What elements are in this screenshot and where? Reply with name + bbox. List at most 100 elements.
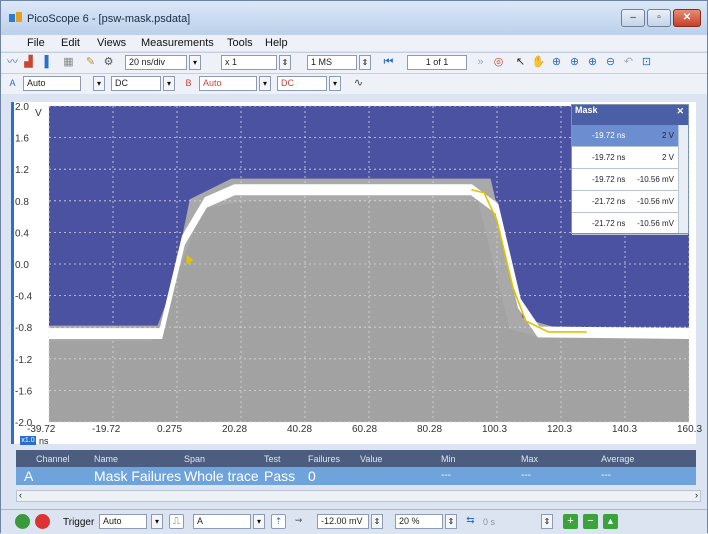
start-icon[interactable] <box>15 514 30 529</box>
menu-tools[interactable]: Tools <box>227 37 253 49</box>
samples-spinner-icon[interactable]: ⇕ <box>359 55 371 70</box>
zoom-in-icon[interactable]: ⊕ <box>551 56 562 68</box>
header-failures[interactable]: Failures <box>308 454 341 464</box>
mask-row-time: -21.72 ns <box>592 197 626 206</box>
menu-help[interactable]: Help <box>265 37 288 49</box>
scroll-left-icon[interactable]: ‹ <box>19 490 22 500</box>
x-zoom-badge[interactable]: x1.0 <box>20 436 36 445</box>
row-max: --- <box>521 470 531 481</box>
multiplier-spinner-icon[interactable]: ⇕ <box>279 55 291 70</box>
trigger-mode-dropdown-icon[interactable]: ▾ <box>151 514 163 529</box>
header-span[interactable]: Span <box>184 454 206 464</box>
x-tick-label: 40.28 <box>287 424 313 435</box>
channel-a-coupling-select[interactable]: DC <box>111 76 161 91</box>
menu-edit[interactable]: Edit <box>61 37 80 49</box>
delay-value: 0 s <box>483 517 496 527</box>
rising-edge-icon[interactable]: ⎍ <box>169 514 184 529</box>
timebase-dropdown-icon[interactable]: ▾ <box>189 55 201 70</box>
header-channel[interactable]: Channel <box>36 454 70 464</box>
persistence-mode-icon[interactable]: ▟ <box>24 56 33 68</box>
mask-row[interactable]: -19.72 ns 2 V <box>572 125 688 147</box>
mask-row[interactable]: -19.72 ns 2 V <box>572 147 688 169</box>
multiplier-select[interactable]: x 1 <box>221 55 277 70</box>
pre-trigger-spinner-icon[interactable]: ⇕ <box>445 514 457 529</box>
mask-row[interactable]: -21.72 ns -10.56 mV <box>572 213 688 235</box>
header-value[interactable]: Value <box>360 454 383 464</box>
minimize-button[interactable]: – <box>621 9 645 27</box>
scope-mode-icon[interactable]: 〰 <box>7 56 18 68</box>
pre-trigger-input[interactable]: 20 % <box>395 514 443 529</box>
trigger-mode-select[interactable]: Auto <box>99 514 147 529</box>
zoom-to-fit-icon[interactable]: ⊡ <box>641 56 652 68</box>
scroll-right-icon[interactable]: › <box>695 490 698 500</box>
first-page-icon[interactable]: ⏮ <box>383 56 394 68</box>
header-average[interactable]: Average <box>601 454 635 464</box>
zoom-in-y-icon[interactable]: ⊕ <box>587 56 598 68</box>
zoom-out-icon[interactable]: ⊖ <box>605 56 616 68</box>
delay-spinner-icon[interactable]: ⇕ <box>541 514 553 529</box>
trigger-channel-select[interactable]: A <box>193 514 251 529</box>
advanced-trigger-icon[interactable]: ⇝ <box>294 515 303 525</box>
probe-icon[interactable]: ✎ <box>85 56 96 68</box>
x-axis-labels: -39.72 -19.72 0.275 20.28 40.28 60.28 80.28 100… <box>11 424 702 438</box>
close-button[interactable]: ✕ <box>673 9 701 27</box>
measurements-scrollbar[interactable]: ‹ › <box>16 490 701 502</box>
threshold-input[interactable]: -12.00 mV <box>317 514 369 529</box>
channel-b-coupling-select[interactable]: DC <box>277 76 327 91</box>
menu-file[interactable]: File <box>27 37 45 49</box>
header-test[interactable]: Test <box>264 454 281 464</box>
y-tick-label: -0.8 <box>15 323 33 334</box>
channel-a-coupling-dropdown-icon[interactable]: ▾ <box>163 76 175 91</box>
y-tick-label: 1.6 <box>15 134 29 145</box>
mask-row-value: 2 V <box>661 153 674 162</box>
x-tick-label: 20.28 <box>222 424 248 435</box>
channel-b-options-icon[interactable]: B <box>185 78 192 88</box>
mask-table-panel[interactable]: Mask ✕ -19.72 ns 2 V -19.72 ns 2 V -19.72 ns… <box>571 104 689 235</box>
hand-tool-icon[interactable]: ✋ <box>531 56 546 68</box>
delay-icon[interactable]: ⇆ <box>466 515 475 526</box>
custom-probe-icon[interactable]: ⚙ <box>103 56 114 68</box>
zoom-in-x-icon[interactable]: ⊕ <box>569 56 580 68</box>
math-channels-icon[interactable]: ∿ <box>353 77 364 89</box>
add-measurement-icon[interactable]: + <box>563 514 578 529</box>
main-toolbar: 〰 ▟ ▐ ▦ ✎ ⚙ 20 ns/div ▾ x 1 ⇕ 1 MS ⇕ ⏮ 1… <box>1 52 707 73</box>
spectrum-mode-icon[interactable]: ▐ <box>40 56 49 68</box>
channel-b-range-select[interactable]: Auto <box>199 76 257 91</box>
trigger-channel-dropdown-icon[interactable]: ▾ <box>253 514 265 529</box>
mask-row-value: -10.56 mV <box>637 197 674 206</box>
timebase-select[interactable]: 20 ns/div <box>125 55 187 70</box>
measurement-row[interactable]: A Mask Failures Whole trace Pass 0 --- -… <box>16 467 696 485</box>
channel-b-coupling-dropdown-icon[interactable]: ▾ <box>329 76 341 91</box>
y-tick-label: 0.0 <box>15 260 29 271</box>
menu-views[interactable]: Views <box>97 37 127 49</box>
edit-measurement-icon[interactable]: ▲ <box>603 514 618 529</box>
header-name[interactable]: Name <box>94 454 119 464</box>
mask-row[interactable]: -21.72 ns -10.56 mV <box>572 191 688 213</box>
y-tick-label: -0.4 <box>15 292 33 303</box>
header-max[interactable]: Max <box>521 454 539 464</box>
buffer-navigator-icon[interactable]: ◎ <box>493 56 504 68</box>
mask-row-value: -10.56 mV <box>637 175 674 184</box>
remove-measurement-icon[interactable]: − <box>583 514 598 529</box>
channel-a-range-select[interactable]: Auto <box>23 76 81 91</box>
mask-panel-close-icon[interactable]: ✕ <box>676 106 684 116</box>
undo-zoom-icon[interactable]: ↶ <box>623 56 634 68</box>
channel-a-options-icon[interactable]: A <box>9 78 16 88</box>
header-min[interactable]: Min <box>441 454 456 464</box>
channels-icon[interactable]: ▦ <box>63 56 74 68</box>
y-tick-label: 0.8 <box>15 197 29 208</box>
mask-scrollbar[interactable] <box>678 125 688 233</box>
stop-icon[interactable] <box>35 514 50 529</box>
trigger-edge-icon[interactable]: ⇡ <box>271 514 286 529</box>
maximize-button[interactable]: ▫ <box>647 9 671 27</box>
menu-measurements[interactable]: Measurements <box>141 37 214 49</box>
next-page-icon[interactable]: » <box>477 56 484 68</box>
mask-row[interactable]: -19.72 ns -10.56 mV <box>572 169 688 191</box>
samples-select[interactable]: 1 MS <box>307 55 357 70</box>
channel-b-range-dropdown-icon[interactable]: ▾ <box>259 76 271 91</box>
row-average: --- <box>601 470 611 481</box>
channel-a-range-dropdown-icon[interactable]: ▾ <box>93 76 105 91</box>
pointer-tool-icon[interactable]: ↖ <box>515 56 526 68</box>
threshold-spinner-icon[interactable]: ⇕ <box>371 514 383 529</box>
